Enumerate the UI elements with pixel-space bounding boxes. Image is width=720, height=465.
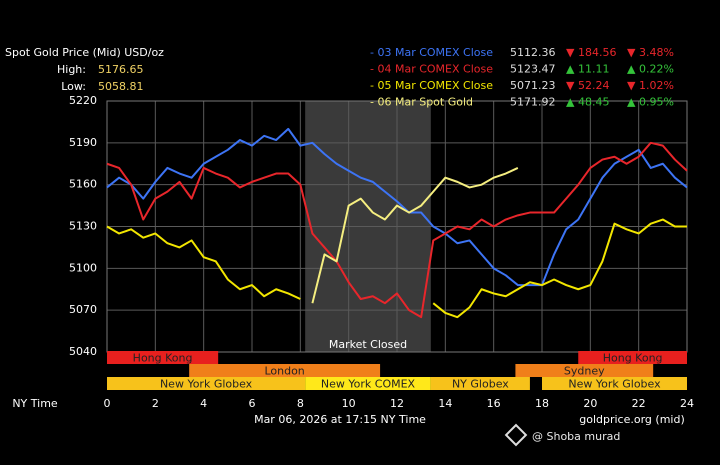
- watermark: @ Shoba murad: [532, 430, 620, 443]
- price-line: [106, 127, 688, 287]
- session-label: NY Globex: [452, 378, 509, 391]
- legend-pct: ▲ 0.22%: [627, 63, 674, 76]
- session-label: New York COMEX: [321, 378, 416, 391]
- footer: Mar 06, 2026 at 17:15 NY Time: [254, 413, 426, 426]
- session-label: New York Globex: [160, 378, 253, 391]
- session-label: Hong Kong: [603, 352, 663, 365]
- x-tick-label: 10: [342, 397, 356, 410]
- legend-name: - 06 Mar Spot Gold: [370, 96, 473, 109]
- legend-pct: ▲ 0.95%: [627, 96, 674, 109]
- price-line: [311, 167, 519, 304]
- x-tick-label: 8: [297, 397, 304, 410]
- x-tick-label: 0: [104, 397, 111, 410]
- watermark-icon: [504, 423, 528, 447]
- y-tick-label: 5220: [69, 94, 97, 107]
- x-tick-label: 24: [680, 397, 694, 410]
- y-tick-label: 5130: [69, 220, 97, 233]
- high-value: 5176.65: [98, 63, 144, 76]
- high-label: High:: [57, 63, 86, 76]
- y-tick-label: 5100: [69, 261, 97, 274]
- legend-close: 5123.47: [510, 63, 556, 76]
- legend-change: ▲ 48.45: [566, 96, 609, 109]
- x-tick-label: 20: [583, 397, 597, 410]
- x-tick-label: 2: [152, 397, 159, 410]
- legend-close: 5171.92: [510, 96, 556, 109]
- session-label: Sydney: [564, 365, 605, 378]
- legend-name: - 03 Mar COMEX Close: [370, 46, 493, 59]
- session-band: [542, 377, 687, 390]
- session-label: Hong Kong: [133, 352, 193, 365]
- session-band: [107, 377, 306, 390]
- x-tick-label: 14: [438, 397, 452, 410]
- x-tick-label: 18: [535, 397, 549, 410]
- session-band: [515, 364, 654, 377]
- legend-pct: ▼ 1.02%: [627, 79, 674, 92]
- legend-change: ▼ 184.56: [566, 46, 616, 59]
- y-tick-label: 5040: [69, 345, 97, 358]
- session-band: [578, 351, 687, 364]
- x-tick-label: 4: [200, 397, 207, 410]
- legend-close: 5112.36: [510, 46, 556, 59]
- low-label: Low:: [61, 80, 86, 93]
- legend-pct: ▼ 3.48%: [627, 46, 674, 59]
- price-line: [432, 218, 687, 319]
- legend-change: ▲ 11.11: [566, 63, 609, 76]
- x-tick-label: 16: [487, 397, 501, 410]
- x-tick-label: 22: [632, 397, 646, 410]
- session-band: [430, 377, 530, 390]
- session-band: [189, 364, 381, 377]
- price-line: [106, 141, 688, 319]
- x-tick-label: 12: [390, 397, 404, 410]
- x-axis-label: NY Time: [12, 397, 58, 410]
- legend-close: 5071.23: [510, 79, 556, 92]
- legend-change: ▼ 52.24: [566, 79, 609, 92]
- legend-name: - 04 Mar COMEX Close: [370, 63, 493, 76]
- y-tick-label: 5160: [69, 178, 97, 191]
- x-tick-label: 6: [249, 397, 256, 410]
- legend-name: - 05 Mar COMEX Close: [370, 79, 493, 92]
- market-closed-label: Market Closed: [329, 338, 407, 351]
- chart-title: Spot Gold Price (Mid) USD/oz: [5, 46, 164, 59]
- session-band: [107, 351, 219, 364]
- y-tick-label: 5190: [69, 136, 97, 149]
- low-value: 5058.81: [98, 80, 144, 93]
- session-label: New York Globex: [568, 378, 661, 391]
- session-label: London: [264, 365, 304, 378]
- session-band: [305, 377, 431, 390]
- price-line: [106, 225, 301, 300]
- source: goldprice.org (mid): [579, 413, 685, 426]
- y-tick-label: 5070: [69, 303, 97, 316]
